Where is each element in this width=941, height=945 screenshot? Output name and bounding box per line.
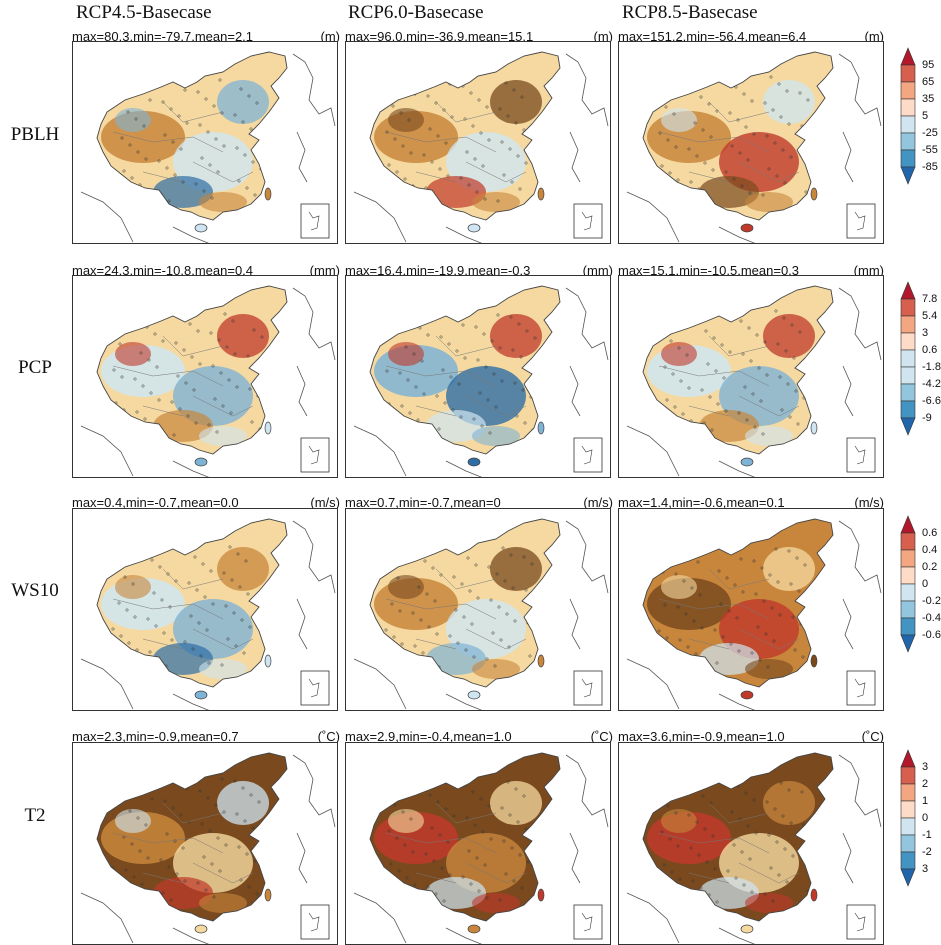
colorbar-tick: 3	[922, 761, 929, 773]
map-panel	[345, 41, 611, 244]
map-panel	[345, 742, 611, 945]
colorbar-tick: -55	[922, 144, 938, 156]
panel-stats: max=96.0,min=-36.9,mean=15.1	[345, 29, 534, 44]
column-title-rcp85: RCP8.5-Basecase	[622, 2, 758, 23]
colorbar-tick: 0.6	[922, 344, 938, 356]
unit-label: (m/s)	[583, 495, 613, 510]
row-label-ws10: WS10	[11, 580, 59, 601]
colorbar-tick: -0.2	[922, 595, 941, 607]
unit-label: (mm)	[582, 263, 613, 278]
colorbar-tick: 0	[922, 578, 929, 590]
unit-label: (mm)	[309, 263, 340, 278]
colorbar-tick: 3	[922, 327, 929, 339]
colorbar-tick: 7.8	[922, 293, 938, 305]
colorbar-tick: -6.6	[922, 395, 941, 407]
unit-label: (˚C)	[317, 729, 340, 744]
colorbar-tick: -0.4	[922, 612, 941, 624]
colorbar-tick: -25	[922, 127, 938, 139]
colorbar-tick: -2	[922, 846, 932, 858]
colorbar-tick: 3	[922, 863, 929, 875]
map-panel	[72, 508, 338, 711]
unit-label: (m/s)	[310, 495, 340, 510]
colorbar-tick: 0.4	[922, 544, 938, 556]
panel-stats: max=3.6,min=-0.9,mean=1.0	[618, 729, 785, 744]
map-panel	[618, 508, 884, 711]
unit-label: (˚C)	[861, 729, 884, 744]
colorbar-tick: 0.2	[922, 561, 938, 573]
panel-stats: max=0.4,min=-0.7,mean=0.0	[72, 495, 239, 510]
column-title-rcp45: RCP4.5-Basecase	[76, 2, 212, 23]
panel-stats: max=1.4,min=-0.6,mean=0.1	[618, 495, 785, 510]
panel-stats: max=80.3,min=-79.7,mean=2.1	[72, 29, 254, 44]
map-panel	[72, 41, 338, 244]
unit-label: (m)	[593, 29, 614, 44]
colorbar-tick: 65	[922, 76, 935, 88]
colorbar-tick: 35	[922, 93, 935, 105]
column-title-rcp60: RCP6.0-Basecase	[348, 2, 484, 23]
colorbar-tick: 2	[922, 778, 929, 790]
colorbar-tick: -85	[922, 161, 938, 173]
row-label-pblh: PBLH	[10, 124, 60, 145]
map-panel	[345, 508, 611, 711]
colorbar-tick: -0.6	[922, 629, 941, 641]
colorbar-tick: -1	[922, 829, 932, 841]
map-panel	[345, 275, 611, 478]
colorbar-tick: -4.2	[922, 378, 941, 390]
colorbar-tick: 0	[922, 812, 929, 824]
row-label-pcp: PCP	[18, 357, 52, 378]
map-panel	[72, 275, 338, 478]
map-panel	[618, 742, 884, 945]
unit-label: (mm)	[853, 263, 884, 278]
unit-label: (˚C)	[590, 729, 613, 744]
panel-stats: max=151.2,min=-56.4,mean=6.4	[618, 29, 807, 44]
unit-label: (m/s)	[854, 495, 884, 510]
unit-label: (m)	[320, 29, 341, 44]
colorbar-tick: 5.4	[922, 310, 938, 322]
colorbar-tick: 1	[922, 795, 929, 807]
colorbar-tick: 95	[922, 59, 935, 71]
colorbar-tick: 0.6	[922, 527, 938, 539]
colorbar	[900, 47, 916, 185]
row-label-t2: T2	[24, 805, 46, 826]
colorbar	[900, 749, 916, 887]
colorbar	[900, 281, 916, 436]
panel-stats: max=0.7,min=-0.7,mean=0	[345, 495, 501, 510]
colorbar-tick: -1.8	[922, 361, 941, 373]
map-panel	[618, 275, 884, 478]
map-panel	[72, 742, 338, 945]
unit-label: (m)	[864, 29, 885, 44]
panel-stats: max=2.9,min=-0.4,mean=1.0	[345, 729, 512, 744]
colorbar	[900, 515, 916, 653]
panel-stats: max=15.1,min=-10.5,mean=0.3	[618, 263, 800, 278]
colorbar-tick: 5	[922, 110, 929, 122]
panel-stats: max=24.3,min=-10.8,mean=0.4	[72, 263, 254, 278]
panel-stats: max=2.3,min=-0.9,mean=0.7	[72, 729, 239, 744]
colorbar-tick: -9	[922, 412, 932, 424]
map-panel	[618, 41, 884, 244]
panel-stats: max=16.4,min=-19.9,mean=-0.3	[345, 263, 531, 278]
